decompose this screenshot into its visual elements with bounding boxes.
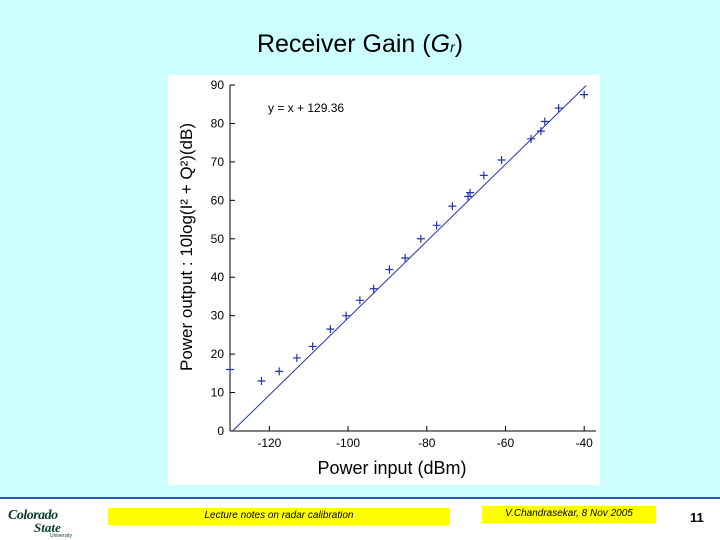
data-point xyxy=(326,325,335,334)
data-point xyxy=(385,265,394,274)
university-logo: Colorado State University xyxy=(8,508,88,539)
data-point xyxy=(308,342,317,351)
data-point xyxy=(580,90,589,99)
footer-rule xyxy=(0,497,720,499)
data-point xyxy=(536,127,545,136)
x-tick-label: -100 xyxy=(336,436,360,450)
data-point xyxy=(416,234,425,243)
y-tick-label: 30 xyxy=(211,309,225,323)
y-tick-label: 10 xyxy=(211,386,225,400)
data-point xyxy=(226,365,234,374)
x-tick-label: -40 xyxy=(576,436,594,450)
x-tick-label: -80 xyxy=(418,436,436,450)
page-number: 11 xyxy=(690,510,704,525)
y-tick-label: 40 xyxy=(211,270,225,284)
data-point xyxy=(401,254,410,262)
logo-line-2: State xyxy=(34,520,61,535)
x-tick-label: -120 xyxy=(257,436,281,450)
y-tick-label: 80 xyxy=(211,116,225,130)
data-point xyxy=(464,192,473,201)
data-point xyxy=(527,134,536,143)
x-tick-label: -60 xyxy=(497,436,515,450)
y-tick-label: 60 xyxy=(211,193,225,207)
data-point xyxy=(466,188,475,197)
x-axis-label: Power input (dBm) xyxy=(317,458,466,478)
data-point xyxy=(369,284,378,293)
y-tick-label: 70 xyxy=(211,155,225,169)
title-gain-symbol: G xyxy=(430,30,451,58)
data-point xyxy=(355,296,364,305)
author-date-label: V.Chandrasekar, 8 Nov 2005 xyxy=(482,506,656,523)
lecture-notes-label: Lecture notes on radar calibration xyxy=(108,508,450,525)
logo-line-1: Colorado xyxy=(8,508,58,523)
data-point xyxy=(292,353,301,362)
fit-line xyxy=(232,85,587,432)
logo-line-3: University xyxy=(50,533,72,539)
title-suffix: ) xyxy=(454,30,464,58)
data-point xyxy=(479,171,488,180)
y-tick-label: 90 xyxy=(211,78,225,92)
y-tick-label: 0 xyxy=(217,424,224,438)
data-point xyxy=(540,117,549,126)
chart-svg: -120 -100 -80 -60 -40 0 10 20 30 40 50 60 70 80 90 y = … xyxy=(177,78,596,478)
chart-figure: -120 -100 -80 -60 -40 0 10 20 30 40 50 60 70 80 90 y = … xyxy=(168,75,600,485)
data-point xyxy=(275,367,284,376)
y-tick-label: 50 xyxy=(211,232,225,246)
y-axis-label: Power output : 10log(I² + Q²)(dB) xyxy=(177,123,196,371)
data-point xyxy=(497,155,506,164)
data-point xyxy=(342,311,351,320)
data-point xyxy=(554,104,563,113)
data-point xyxy=(432,221,441,230)
data-point xyxy=(448,202,457,211)
data-point xyxy=(257,377,266,386)
slide-title: Receiver Gain (Gr) xyxy=(0,30,720,59)
fit-equation-label: y = x + 129.36 xyxy=(268,101,344,115)
y-tick-label: 20 xyxy=(211,347,225,361)
title-prefix: Receiver Gain ( xyxy=(256,30,431,58)
title-subscript: r xyxy=(450,39,455,55)
